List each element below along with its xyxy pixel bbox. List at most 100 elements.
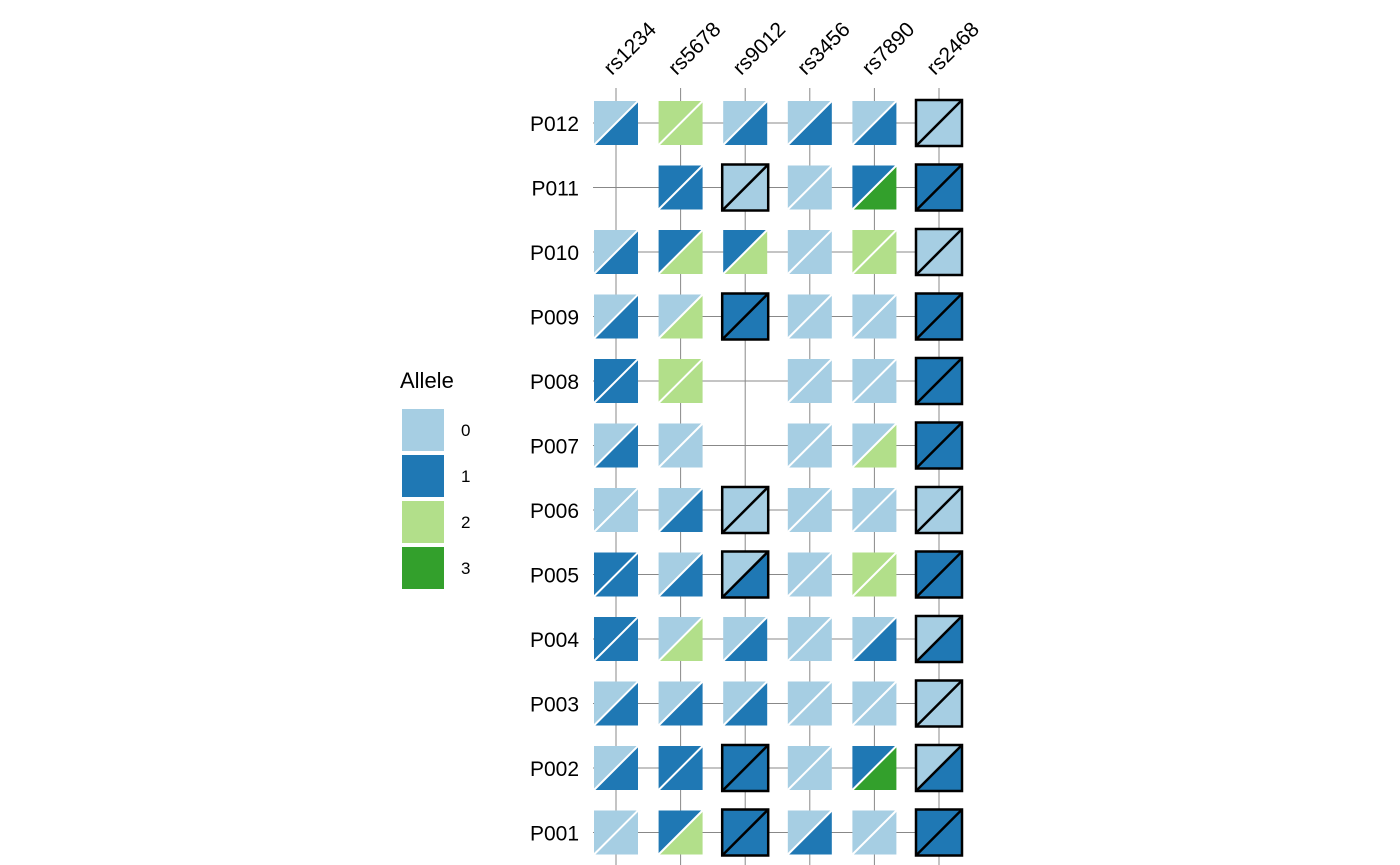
genotype-cell <box>787 809 833 856</box>
genotype-cell <box>720 292 770 341</box>
cell-diagonal <box>915 615 963 663</box>
genotype-cell <box>914 808 964 857</box>
genotype-cell <box>914 98 964 148</box>
cell-highlight-border <box>914 292 964 341</box>
cell-highlight-border <box>914 163 964 212</box>
cell-diagonal <box>851 422 898 469</box>
cell-diagonal <box>593 100 639 146</box>
genotype-cell <box>851 293 898 340</box>
legend-swatch <box>402 501 444 543</box>
cell-diagonal <box>851 809 898 856</box>
genotype-cell <box>914 227 964 277</box>
genotype-cell <box>851 551 898 598</box>
cell-highlight-border <box>914 808 964 857</box>
cell-diagonal <box>721 744 770 792</box>
legend-label: 3 <box>461 559 470 578</box>
genotype-cell <box>787 422 833 469</box>
cell-highlight-border <box>914 421 964 470</box>
genotype-cell <box>851 100 898 146</box>
genotype-cell <box>720 550 770 599</box>
genotype-cell <box>593 680 639 727</box>
cell-diagonal <box>915 808 963 857</box>
cell-diagonal <box>593 293 639 340</box>
cell-diagonal <box>722 616 768 662</box>
cell-diagonal <box>851 616 898 662</box>
genotype-cell <box>657 487 704 533</box>
genotype-cell <box>720 808 770 857</box>
cell-diagonal <box>593 809 639 856</box>
legend-label: 0 <box>461 421 470 440</box>
genotype-cell <box>787 100 833 146</box>
genotype-cell <box>593 487 639 533</box>
column-label: rs2468 <box>922 18 984 80</box>
cell-diagonal <box>915 486 963 534</box>
genotype-cell <box>914 356 964 406</box>
cell-diagonal <box>787 551 833 598</box>
column-label: rs5678 <box>664 18 726 80</box>
genotype-cell <box>787 358 833 404</box>
cell-highlight-border <box>720 808 770 857</box>
row-label: P008 <box>530 371 579 394</box>
legend: Allele 0 1 2 3 <box>400 368 470 589</box>
cell-diagonal <box>657 745 704 791</box>
column-label: rs7890 <box>858 18 920 80</box>
genotype-cell <box>657 293 704 340</box>
row-label: P002 <box>530 758 579 781</box>
row-label: P011 <box>532 178 580 201</box>
genotype-cell <box>657 358 704 404</box>
genotype-cell <box>914 550 964 599</box>
genotype-cell <box>593 293 639 340</box>
cell-diagonal <box>787 164 833 211</box>
row-label: P009 <box>530 307 579 330</box>
genotype-cell <box>593 229 639 275</box>
cell-diagonal <box>657 422 704 469</box>
genotype-cell <box>722 100 768 146</box>
cell-diagonal <box>657 551 704 598</box>
genotype-cell <box>593 616 639 662</box>
cell-diagonal <box>787 745 833 791</box>
cell-diagonal <box>721 292 770 341</box>
genotype-cell <box>593 358 639 404</box>
legend-label: 1 <box>461 467 470 486</box>
cell-diagonal <box>721 550 770 599</box>
row-label: P007 <box>530 436 579 459</box>
cell-highlight-border <box>914 356 964 406</box>
genotype-cell <box>787 616 833 662</box>
cell-highlight-border <box>720 485 770 535</box>
genotype-cell <box>657 745 704 791</box>
genotype-cell <box>787 293 833 340</box>
cell-diagonal <box>593 551 639 598</box>
genotype-cell <box>851 809 898 856</box>
cell-diagonal <box>851 551 898 598</box>
cell-diagonal <box>915 550 963 599</box>
cell-diagonal <box>657 487 704 533</box>
cell-diagonal <box>915 163 963 212</box>
genotype-cell <box>722 616 768 662</box>
genotype-cell <box>593 809 639 856</box>
legend-label: 2 <box>461 513 470 532</box>
column-label: rs3456 <box>793 18 855 80</box>
legend-swatch <box>402 409 444 451</box>
cell-diagonal <box>787 100 833 146</box>
genotype-cell <box>657 616 704 662</box>
row-label: P006 <box>530 500 579 523</box>
cell-diagonal <box>851 164 898 211</box>
cell-diagonal <box>593 745 639 791</box>
cell-highlight-border <box>720 550 770 599</box>
cell-diagonal <box>593 358 639 404</box>
cell-diagonal <box>787 680 833 727</box>
cell-diagonal <box>915 421 963 470</box>
cell-highlight-border <box>720 743 770 793</box>
cell-diagonal <box>915 744 963 792</box>
cell-highlight-border <box>914 227 964 277</box>
cell-diagonal <box>851 487 898 533</box>
genotype-cell <box>914 679 964 728</box>
cell-diagonal <box>787 809 833 856</box>
cell-diagonal <box>593 487 639 533</box>
cell-highlight-border <box>914 614 964 664</box>
genotype-cell <box>657 229 704 275</box>
cell-diagonal <box>915 228 963 276</box>
cell-diagonal <box>915 99 963 147</box>
cell-diagonal <box>722 100 768 146</box>
